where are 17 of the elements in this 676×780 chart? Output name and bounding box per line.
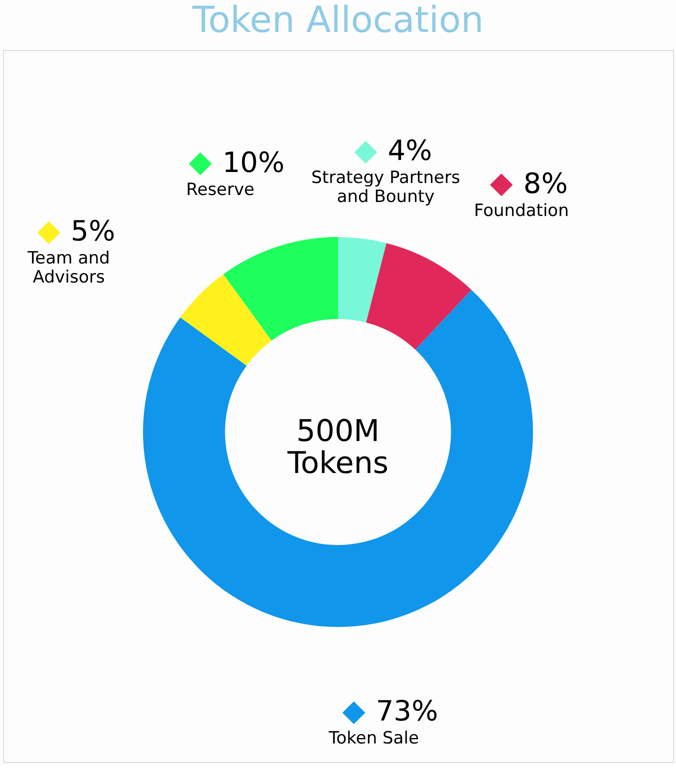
donut-slice	[180, 274, 272, 366]
legend-label: Foundation	[474, 200, 569, 221]
text: 500M Tokens	[286, 414, 388, 481]
data-label: 73%	[376, 694, 438, 728]
chart-title: Token Allocation	[191, 0, 484, 41]
data-label: 4%	[388, 134, 432, 168]
donut-slice	[223, 237, 338, 341]
donut-slice	[366, 243, 472, 350]
data-label: 8%	[523, 166, 568, 200]
legend-label: Team and Advisors	[26, 248, 110, 288]
legend-label: Reserve	[186, 180, 255, 200]
legend-label: Strategy Partners and Bounty	[311, 168, 460, 208]
data-label: 5%	[70, 214, 116, 248]
donut-slice	[338, 237, 386, 323]
data-label: 10%	[222, 146, 285, 179]
donut-slice	[143, 290, 533, 627]
legend-label: Token Sale	[328, 728, 419, 749]
